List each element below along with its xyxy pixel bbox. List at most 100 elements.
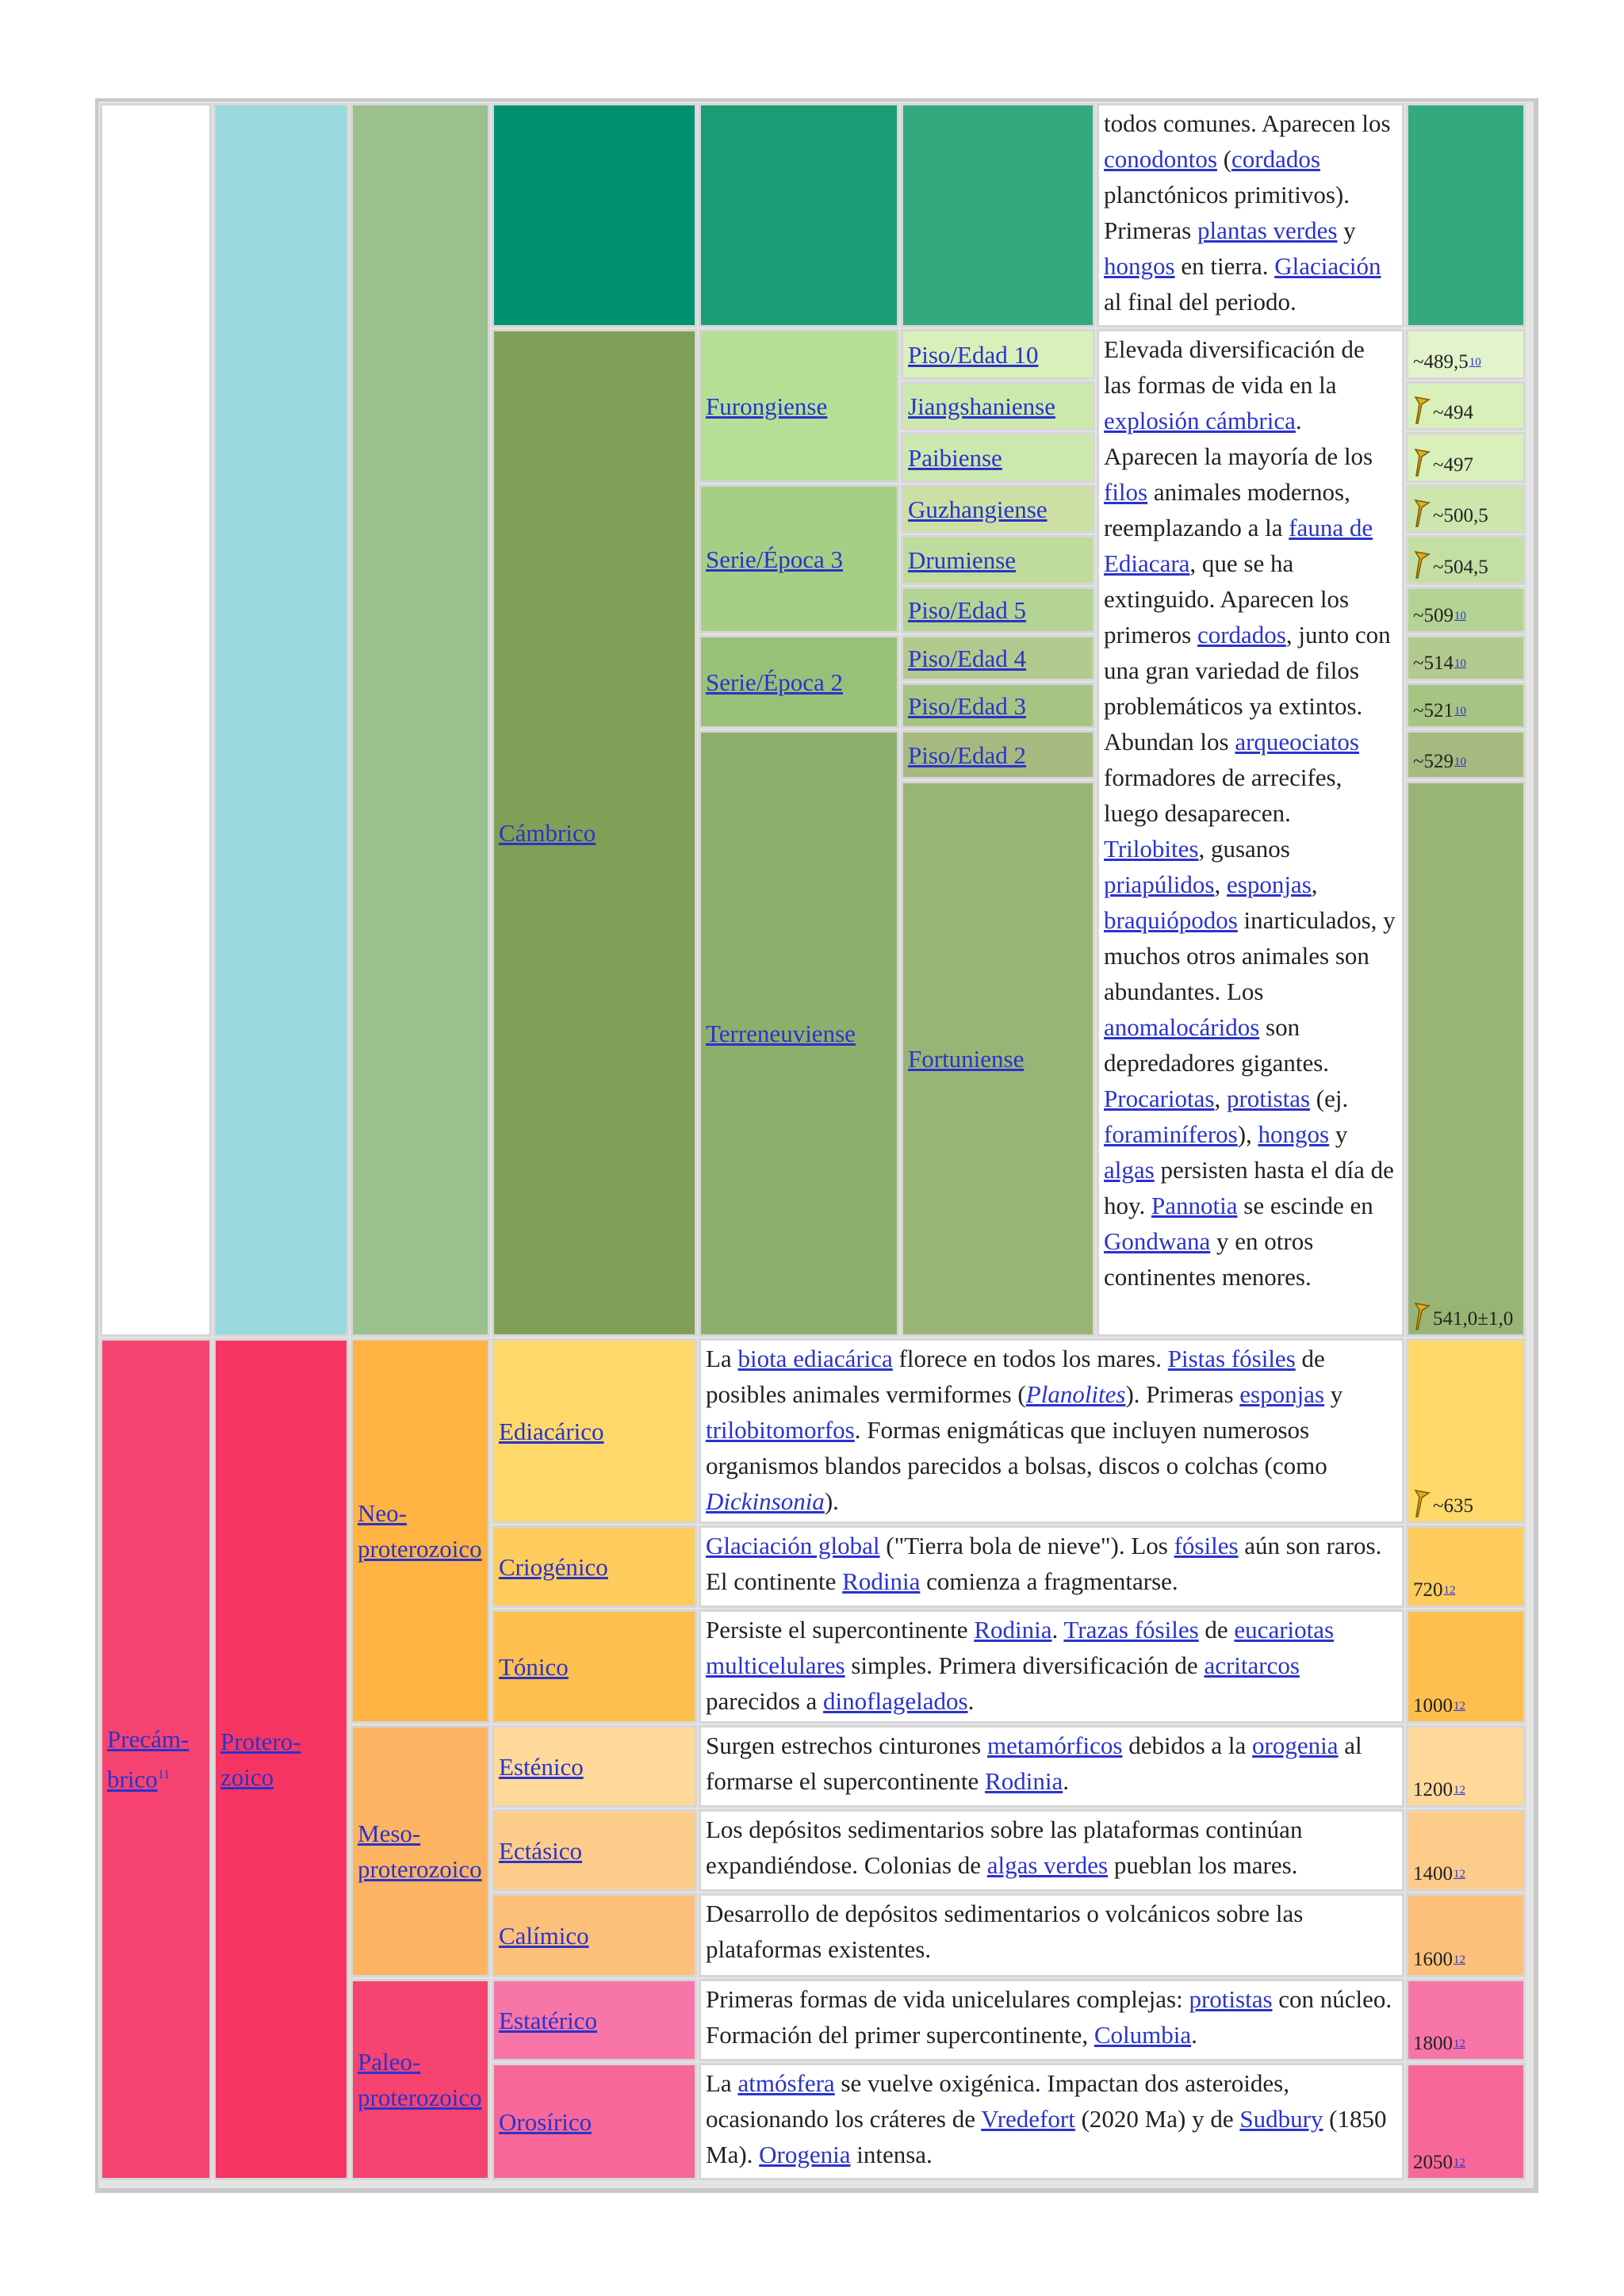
- link-cambrico[interactable]: Cámbrico: [499, 819, 596, 847]
- link-fortuniense[interactable]: Fortuniense: [908, 1045, 1025, 1073]
- link-orosirico[interactable]: Orosírico: [499, 2107, 592, 2136]
- link-esponjas[interactable]: esponjas: [1239, 1380, 1325, 1408]
- link-filos[interactable]: filos: [1104, 478, 1148, 506]
- golden-spike-icon[interactable]: [1413, 395, 1431, 425]
- link-atmosfera[interactable]: atmósfera: [737, 2069, 835, 2097]
- link-eucariotas-multicelulares[interactable]: eucariotas multicelulares: [706, 1616, 1335, 1679]
- link-glaciacion-global[interactable]: Glaciación global: [706, 1532, 880, 1559]
- link-piso-edad-10[interactable]: Piso/Edad 10: [908, 340, 1039, 369]
- ref-link[interactable]: 12: [1454, 1868, 1465, 1881]
- link-vredefort[interactable]: Vredefort: [981, 2105, 1075, 2133]
- link-protistas[interactable]: protistas: [1226, 1085, 1311, 1112]
- link-serie-epoca-3[interactable]: Serie/Época 3: [706, 545, 844, 573]
- link-braquiopodos[interactable]: braquiópodos: [1104, 906, 1238, 934]
- link-estenico[interactable]: Esténico: [499, 1752, 584, 1781]
- link-paleoproterozoico[interactable]: Paleo-proterozoico: [358, 2048, 482, 2111]
- stage-jiangshaniense-cell: Jiangshaniense: [901, 381, 1095, 430]
- link-rodinia[interactable]: Rodinia: [842, 1567, 921, 1595]
- link-mesoproterozoico[interactable]: Meso-proterozoico: [358, 1820, 482, 1883]
- link-estaterico[interactable]: Estatérico: [499, 2006, 597, 2034]
- link-pannotia[interactable]: Pannotia: [1151, 1192, 1238, 1219]
- link-rodinia[interactable]: Rodinia: [974, 1616, 1052, 1644]
- link-algas-verdes[interactable]: algas verdes: [986, 1851, 1109, 1879]
- link-orogenia[interactable]: orogenia: [1252, 1732, 1339, 1759]
- desc-text: ). Primeras: [1125, 1380, 1240, 1408]
- link-trilobitomorfos[interactable]: trilobitomorfos: [706, 1416, 855, 1444]
- series-serie3-cell: Serie/Época 3: [699, 484, 899, 633]
- ref-link[interactable]: 12: [1454, 2038, 1465, 2050]
- link-sudbury[interactable]: Sudbury: [1239, 2105, 1323, 2133]
- link-piso-edad-5[interactable]: Piso/Edad 5: [908, 596, 1026, 624]
- link-cordados[interactable]: cordados: [1197, 621, 1286, 649]
- link-piso-edad-4[interactable]: Piso/Edad 4: [908, 644, 1026, 672]
- ref-link[interactable]: 12: [1454, 1784, 1465, 1797]
- link-precambrico[interactable]: Precám-brico: [107, 1725, 190, 1793]
- link-anomalocaridos[interactable]: anomalocáridos: [1104, 1013, 1260, 1041]
- ref-link[interactable]: 10: [1454, 657, 1467, 670]
- link-piso-edad-3[interactable]: Piso/Edad 3: [908, 691, 1026, 720]
- link-explosion-cambrica[interactable]: explosión cámbrica: [1104, 407, 1296, 434]
- link-neoproterozoico[interactable]: Neo-proterozoico: [358, 1499, 482, 1563]
- link-furongiense[interactable]: Furongiense: [706, 392, 828, 420]
- link-arqueociatos[interactable]: arqueociatos: [1235, 728, 1359, 756]
- golden-spike-icon[interactable]: [1413, 549, 1431, 580]
- link-trilobites[interactable]: Trilobites: [1104, 835, 1199, 863]
- link-trazas-fosiles[interactable]: Trazas fósiles: [1063, 1616, 1199, 1644]
- link-esponjas[interactable]: esponjas: [1227, 871, 1312, 898]
- link-jiangshaniense[interactable]: Jiangshaniense: [908, 392, 1055, 420]
- desc-text: parecidos a: [706, 1687, 824, 1715]
- link-proterozoico[interactable]: Protero-zoico: [220, 1728, 301, 1791]
- golden-spike-icon[interactable]: [1413, 1488, 1431, 1518]
- link-gondwana[interactable]: Gondwana: [1104, 1227, 1211, 1255]
- ref-link[interactable]: 10: [1469, 356, 1481, 369]
- golden-spike-icon[interactable]: [1413, 447, 1431, 477]
- ref-link[interactable]: 10: [1454, 610, 1467, 622]
- link-hongos[interactable]: hongos: [1104, 252, 1175, 280]
- link-metamorficos[interactable]: metamórficos: [987, 1732, 1123, 1759]
- link-drumiense[interactable]: Drumiense: [908, 546, 1017, 574]
- link-fosiles[interactable]: fósiles: [1174, 1532, 1239, 1559]
- link-hongos[interactable]: hongos: [1258, 1120, 1330, 1148]
- link-pistas-fosiles[interactable]: Pistas fósiles: [1167, 1345, 1296, 1372]
- ref-link[interactable]: 12: [1454, 1700, 1465, 1712]
- link-fauna-ediacara[interactable]: fauna de Ediacara: [1104, 514, 1373, 577]
- cambrian-description: Elevada diversificación de las formas de…: [1097, 329, 1404, 1337]
- link-procariotas[interactable]: Procariotas: [1104, 1085, 1215, 1112]
- link-columbia[interactable]: Columbia: [1094, 2021, 1192, 2049]
- link-dickinsonia[interactable]: Dickinsonia: [706, 1487, 825, 1515]
- link-serie-epoca-2[interactable]: Serie/Época 2: [706, 668, 844, 696]
- link-tonico[interactable]: Tónico: [499, 1652, 569, 1681]
- link-calimico[interactable]: Calímico: [499, 1921, 589, 1950]
- age-jiangshaniense-cell: ~494: [1406, 381, 1526, 430]
- link-piso-edad-2[interactable]: Piso/Edad 2: [908, 740, 1026, 769]
- link-conodontos[interactable]: conodontos: [1104, 145, 1217, 173]
- link-orogenia[interactable]: Orogenia: [759, 2141, 851, 2168]
- link-ectasico[interactable]: Ectásico: [499, 1836, 583, 1865]
- link-cordados[interactable]: cordados: [1231, 145, 1320, 173]
- link-dinoflagelados[interactable]: dinoflagelados: [823, 1687, 968, 1715]
- link-priapulidos[interactable]: priapúlidos: [1104, 871, 1215, 898]
- link-terreneuviense[interactable]: Terreneuviense: [706, 1020, 856, 1047]
- link-planolites[interactable]: Planolites: [1025, 1380, 1126, 1408]
- link-criogenico[interactable]: Criogénico: [499, 1552, 608, 1581]
- link-biota-ediacarica[interactable]: biota ediacárica: [737, 1345, 893, 1372]
- golden-spike-icon[interactable]: [1413, 498, 1431, 528]
- link-algas[interactable]: algas: [1104, 1156, 1155, 1184]
- ref-link[interactable]: 12: [1443, 1584, 1456, 1597]
- link-guzhangiense[interactable]: Guzhangiense: [908, 495, 1048, 523]
- link-acritarcos[interactable]: acritarcos: [1204, 1651, 1300, 1679]
- link-protistas[interactable]: protistas: [1189, 1985, 1273, 2013]
- golden-spike-icon[interactable]: [1413, 1301, 1431, 1331]
- ref-link[interactable]: 10: [1454, 756, 1467, 768]
- link-foraminiferos[interactable]: foraminíferos: [1104, 1120, 1238, 1148]
- ref-link[interactable]: 12: [1454, 2156, 1465, 2169]
- link-rodinia[interactable]: Rodinia: [985, 1767, 1063, 1795]
- ref-link[interactable]: 12: [1454, 1954, 1465, 1966]
- ref-link[interactable]: 11: [157, 1768, 170, 1782]
- age-estenico-cell: 1200 12: [1406, 1725, 1526, 1808]
- link-glaciacion[interactable]: Glaciación: [1274, 252, 1381, 280]
- ref-link[interactable]: 10: [1454, 705, 1467, 718]
- link-plantas-verdes[interactable]: plantas verdes: [1197, 216, 1338, 244]
- link-paibiense[interactable]: Paibiense: [908, 443, 1002, 472]
- link-ediacarico[interactable]: Ediacárico: [499, 1417, 604, 1445]
